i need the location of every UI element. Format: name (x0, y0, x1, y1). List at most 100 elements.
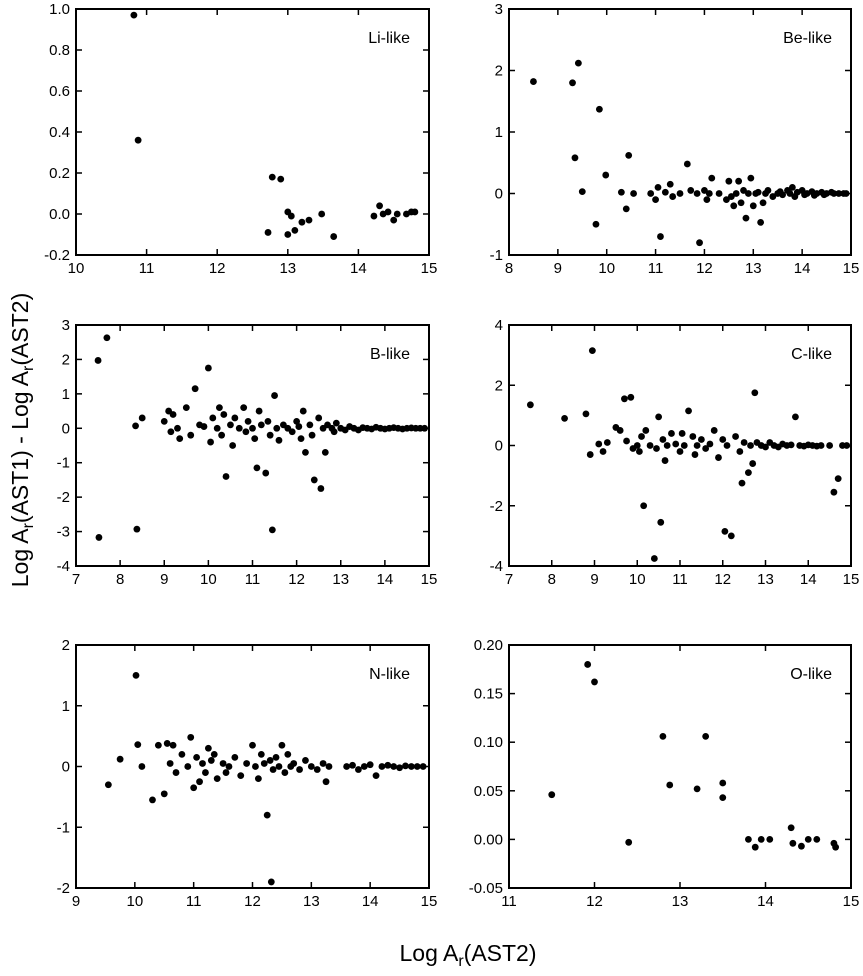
y-tick-label: 0 (62, 759, 70, 776)
data-point (591, 678, 598, 686)
data-point (253, 464, 261, 472)
data-point (574, 59, 582, 67)
x-tick-label: 10 (126, 893, 143, 910)
data-points (526, 347, 851, 562)
data-point (307, 763, 315, 770)
data-point (650, 555, 658, 562)
data-point (372, 772, 380, 780)
data-point (207, 438, 214, 446)
x-tick-label: 12 (696, 260, 713, 277)
data-point (693, 190, 701, 197)
data-point (657, 518, 665, 526)
data-point (138, 763, 146, 770)
data-point (725, 177, 733, 185)
data-point (727, 193, 735, 200)
data-point (715, 190, 723, 197)
x-tick-label: 8 (505, 260, 513, 277)
x-tick-label: 12 (288, 571, 305, 588)
y-tick-label: 1.0 (49, 1, 70, 18)
y-tick-label: 0.15 (474, 686, 503, 703)
data-point (330, 233, 338, 240)
data-point (290, 760, 298, 767)
data-point (788, 183, 796, 191)
data-point (310, 476, 318, 484)
x-tick-label: 11 (245, 571, 261, 588)
data-point (134, 136, 142, 144)
data-point (764, 187, 772, 194)
data-point (272, 753, 280, 761)
data-point (302, 757, 309, 764)
data-point (723, 442, 731, 449)
data-point (705, 190, 713, 197)
data-point (623, 437, 630, 445)
data-point (830, 488, 838, 496)
data-point (571, 154, 579, 162)
data-point (132, 422, 139, 430)
data-point (94, 357, 102, 364)
data-point (747, 174, 755, 182)
data-point (754, 188, 762, 196)
data-point (202, 769, 209, 776)
data-point (653, 445, 660, 452)
data-point (378, 763, 386, 770)
data-points (94, 334, 428, 541)
data-point (751, 389, 759, 397)
data-point (419, 763, 427, 770)
panel-label: Li-like (368, 30, 410, 47)
data-point (642, 427, 650, 434)
data-point (595, 440, 603, 448)
x-tick-label: 7 (505, 571, 513, 588)
data-point (200, 423, 208, 430)
data-point (842, 190, 850, 197)
data-point (325, 763, 333, 770)
data-point (625, 838, 633, 846)
data-point (216, 404, 223, 412)
data-point (745, 190, 752, 197)
x-tick-label: 14 (362, 893, 379, 910)
data-point (273, 424, 281, 432)
data-point (260, 760, 268, 767)
data-point (266, 431, 274, 439)
y-axis-title-subscript: r (20, 365, 37, 371)
data-point (779, 191, 786, 199)
data-point (652, 196, 659, 204)
data-point (318, 210, 326, 218)
panel-label: B-like (370, 346, 410, 363)
data-point (210, 750, 218, 758)
y-tick-label: -1 (57, 819, 70, 836)
data-point (227, 421, 234, 429)
x-tick-label: 13 (745, 260, 762, 277)
data-point (668, 430, 675, 437)
x-tick-label: 14 (800, 571, 817, 588)
data-point (719, 794, 727, 802)
data-point (213, 424, 221, 432)
data-point (199, 760, 206, 767)
data-point (732, 433, 739, 440)
x-tick-label: 13 (279, 260, 296, 277)
data-point (730, 202, 738, 210)
y-axis-title-part: (AST1) - Log A (7, 370, 33, 523)
data-point (166, 760, 174, 767)
y-tick-label: -4 (57, 558, 70, 575)
y-axis-title-part: (AST2) (7, 293, 33, 366)
panel-label: Be-like (783, 30, 832, 47)
x-tick-label: 14 (377, 571, 394, 588)
data-point (672, 440, 680, 448)
data-point (745, 836, 752, 843)
y-tick-label: 2 (495, 63, 503, 80)
data-point (182, 404, 190, 412)
data-point (204, 744, 212, 752)
data-point (735, 177, 743, 185)
y-axis-title-part: Log A (7, 528, 33, 587)
data-point (622, 205, 630, 213)
y-tick-label: 0.4 (49, 124, 70, 141)
x-tick-label: 11 (672, 571, 688, 588)
data-point (676, 190, 684, 197)
y-tick-label: -0.05 (469, 880, 503, 897)
y-axis-title-subscript: r (20, 522, 37, 528)
data-point (130, 11, 138, 19)
y-tick-label: 1 (62, 698, 70, 715)
y-tick-label: -0.2 (44, 247, 70, 264)
